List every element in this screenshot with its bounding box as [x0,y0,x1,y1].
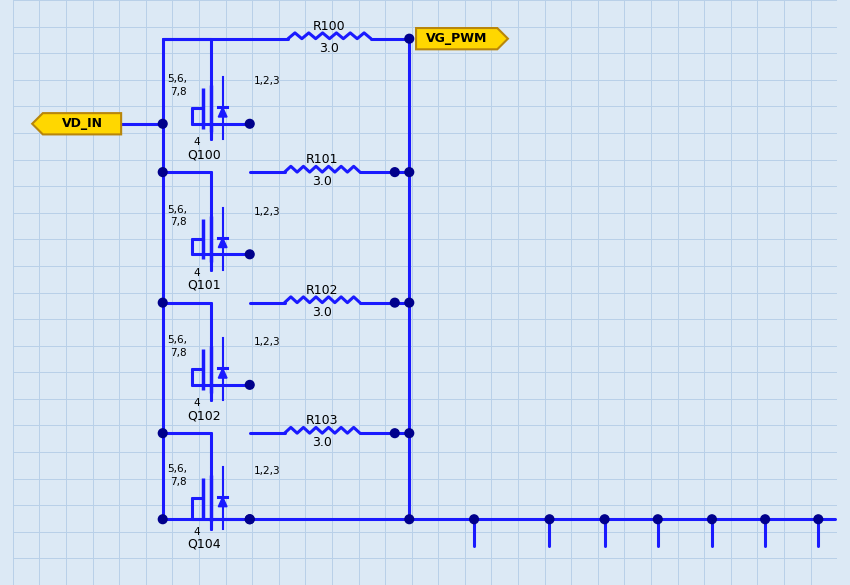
Circle shape [246,119,254,128]
Text: 1,2,3: 1,2,3 [253,76,280,86]
Text: 5,6,: 5,6, [167,74,187,84]
Polygon shape [416,28,508,49]
Polygon shape [218,107,227,117]
Text: Q100: Q100 [187,148,221,161]
Circle shape [405,429,414,438]
Circle shape [390,168,400,177]
Text: Q101: Q101 [187,278,220,292]
Circle shape [707,515,717,524]
Text: 7,8: 7,8 [170,218,187,228]
Circle shape [405,298,414,307]
Circle shape [158,298,167,307]
Circle shape [390,298,400,307]
Text: R102: R102 [306,284,338,297]
Circle shape [158,119,167,128]
Text: R100: R100 [313,20,346,33]
Circle shape [761,515,769,524]
Text: 7,8: 7,8 [170,477,187,487]
Text: 4: 4 [193,398,200,408]
Text: 5,6,: 5,6, [167,464,187,474]
Polygon shape [218,497,227,507]
Circle shape [246,515,254,524]
Text: Q104: Q104 [187,538,220,551]
Circle shape [405,515,414,524]
Text: 4: 4 [193,137,200,147]
Text: VG_PWM: VG_PWM [426,32,487,45]
Circle shape [158,515,167,524]
Text: VD_IN: VD_IN [61,117,103,130]
Circle shape [545,515,554,524]
Text: 5,6,: 5,6, [167,205,187,215]
Text: 3.0: 3.0 [320,42,339,55]
Text: 3.0: 3.0 [312,436,332,449]
Text: 7,8: 7,8 [170,348,187,358]
Circle shape [390,429,400,438]
Text: 7,8: 7,8 [170,87,187,97]
Text: 5,6,: 5,6, [167,335,187,345]
Text: R101: R101 [306,153,338,166]
Polygon shape [32,113,122,135]
Circle shape [158,429,167,438]
Circle shape [814,515,823,524]
Text: 1,2,3: 1,2,3 [253,338,280,347]
Text: 3.0: 3.0 [312,306,332,319]
Polygon shape [218,238,227,247]
Text: 1,2,3: 1,2,3 [253,207,280,217]
Circle shape [246,250,254,259]
Polygon shape [218,369,227,378]
Text: 4: 4 [193,527,200,537]
Circle shape [158,168,167,177]
Circle shape [654,515,662,524]
Text: R103: R103 [306,414,338,427]
Text: 3.0: 3.0 [312,176,332,188]
Text: 4: 4 [193,268,200,278]
Circle shape [246,515,254,524]
Circle shape [246,380,254,389]
Circle shape [405,35,414,43]
Text: Q102: Q102 [187,410,220,422]
Circle shape [600,515,609,524]
Text: 1,2,3: 1,2,3 [253,466,280,476]
Circle shape [470,515,479,524]
Circle shape [405,168,414,177]
